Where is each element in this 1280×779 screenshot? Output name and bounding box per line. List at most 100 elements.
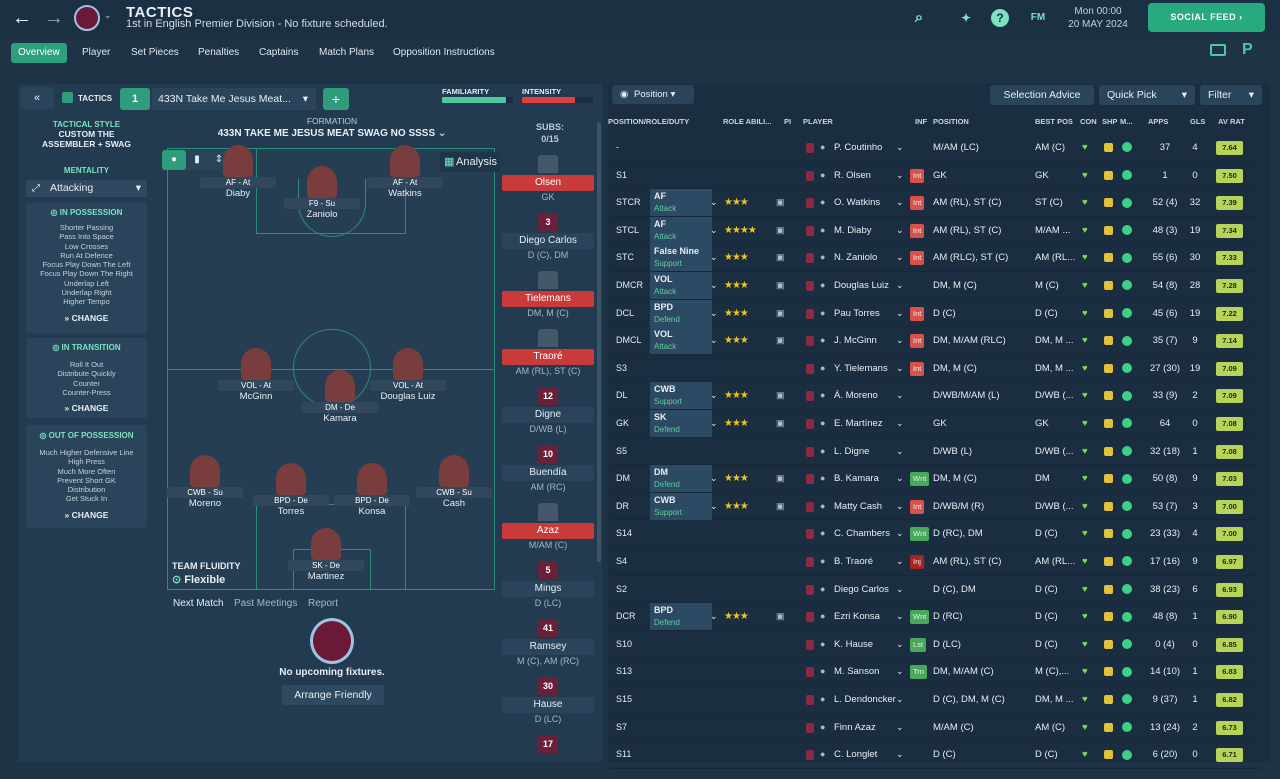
- pitch-player[interactable]: DM - De Kamara: [302, 370, 378, 424]
- player-name[interactable]: B. Kamara: [834, 473, 879, 485]
- sub-name[interactable]: Buendía: [502, 465, 594, 481]
- player-name[interactable]: J. McGinn: [834, 335, 877, 347]
- position-slot[interactable]: STC: [616, 252, 634, 263]
- position-slot[interactable]: S4: [616, 556, 628, 566]
- player-name[interactable]: Douglas Luiz: [834, 280, 889, 291]
- pitch-player[interactable]: VOL - At Douglas Luiz: [370, 348, 446, 402]
- change-button[interactable]: » CHANGE: [64, 403, 109, 414]
- tab-player[interactable]: Player: [82, 47, 111, 58]
- player-name[interactable]: Diaby: [225, 188, 251, 199]
- sub-name[interactable]: Traoré: [502, 349, 594, 365]
- position-slot[interactable]: S7: [616, 721, 628, 732]
- chevron-down-icon[interactable]: ⌄: [710, 252, 718, 263]
- player-name[interactable]: Watkins: [388, 188, 422, 199]
- chevron-down-icon[interactable]: ⌄: [896, 445, 904, 456]
- table-row[interactable]: S4 ● B. Traoré ⌄ Inj AM (RL), ST (C) AM (RL...…: [610, 548, 1260, 576]
- position-slot[interactable]: S11: [616, 749, 632, 760]
- player-role[interactable]: VOL - At: [370, 380, 446, 391]
- mentality-select[interactable]: ⤢ Attacking ▾: [26, 180, 147, 197]
- position-slot[interactable]: STCL: [616, 224, 640, 235]
- sub-name[interactable]: Azaz: [502, 523, 594, 539]
- player-name[interactable]: Pau Torres: [834, 307, 880, 319]
- player-name[interactable]: Kamara: [323, 413, 357, 424]
- sub-player[interactable]: Tielemans DM, M (C): [502, 271, 594, 318]
- sub-player[interactable]: 17: [502, 735, 594, 755]
- pitch-player[interactable]: BPD - De Torres: [253, 463, 329, 517]
- chevron-down-icon[interactable]: ⌄: [710, 197, 718, 208]
- chevron-down-icon[interactable]: ⌄: [896, 418, 904, 428]
- chevron-down-icon[interactable]: ⌄: [896, 500, 904, 511]
- position-slot[interactable]: S14: [616, 528, 633, 539]
- sub-player[interactable]: Traoré AM (RL), ST (C): [502, 329, 594, 376]
- tab-match-plans[interactable]: Match Plans: [319, 47, 375, 58]
- position-slot[interactable]: S10: [616, 638, 633, 649]
- role-block[interactable]: [650, 382, 712, 410]
- pitch-player[interactable]: SK - De Martinez: [288, 528, 364, 582]
- chevron-down-icon[interactable]: ⌄: [104, 10, 112, 20]
- sub-name[interactable]: Diego Carlos: [502, 233, 594, 249]
- player-name[interactable]: Zaniolo: [306, 209, 338, 220]
- chevron-down-icon[interactable]: ⌄: [710, 500, 718, 511]
- chevron-down-icon[interactable]: ⌄: [896, 169, 904, 180]
- col-best-pos[interactable]: BEST POS: [1035, 117, 1073, 126]
- table-row[interactable]: S5 ● L. Digne ⌄ D/WB (L) D/WB (... ♥ 32 (18) 1 7.…: [610, 438, 1260, 466]
- sub-name[interactable]: Digne: [502, 407, 594, 423]
- col-position[interactable]: POSITION: [933, 117, 969, 126]
- tab-overview[interactable]: Overview: [11, 43, 67, 63]
- bulb-icon[interactable]: ✦: [960, 11, 972, 25]
- out-of-possession-card[interactable]: ◎ OUT OF POSSESSION Much Higher Defensiv…: [26, 425, 147, 528]
- position-slot[interactable]: S1: [616, 169, 628, 180]
- role-block[interactable]: [650, 244, 712, 272]
- position-slot[interactable]: DCR: [616, 611, 636, 622]
- player-name[interactable]: N. Zaniolo: [834, 252, 878, 264]
- player-name[interactable]: Torres: [277, 506, 305, 517]
- position-slot[interactable]: DCL: [616, 307, 635, 318]
- tactic-slot-number[interactable]: 1: [120, 88, 150, 110]
- player-name[interactable]: B. Traoré: [834, 556, 874, 567]
- player-name[interactable]: M. Sanson: [834, 666, 880, 678]
- chevron-down-icon[interactable]: ⌄: [896, 666, 904, 677]
- player-name[interactable]: Y. Tielemans: [834, 362, 888, 374]
- player-instructions-icon[interactable]: ▣: [776, 611, 785, 622]
- chevron-down-icon[interactable]: ⌄: [896, 611, 904, 622]
- player-name[interactable]: E. Martínez: [834, 418, 883, 429]
- chevron-down-icon[interactable]: ⌄: [896, 224, 904, 235]
- player-instructions-icon[interactable]: ▣: [776, 280, 785, 290]
- col-apps[interactable]: APPS: [1148, 117, 1169, 126]
- forward-arrow-icon[interactable]: →: [44, 7, 64, 29]
- chevron-down-icon[interactable]: ⌄: [896, 583, 904, 594]
- col-shp[interactable]: SHP: [1102, 117, 1118, 126]
- table-row[interactable]: CWB Support ⌄ ★★★ ▣ DR ● Matty Cash ⌄ Int D/WB/M (…: [610, 492, 1260, 521]
- social-feed-button[interactable]: SOCIAL FEED ›: [1148, 3, 1265, 32]
- filter-button[interactable]: Filter ▾: [1200, 85, 1262, 105]
- table-row[interactable]: BPD Defend ⌄ ★★★ ▣ DCL ● Pau Torres ⌄ Int D (C) D (…: [610, 299, 1260, 328]
- chevron-down-icon[interactable]: ⌄: [710, 611, 718, 622]
- player-name[interactable]: Konsa: [358, 506, 386, 517]
- player-role[interactable]: VOL - At: [218, 380, 294, 391]
- player-name[interactable]: Finn Azaz: [834, 721, 876, 733]
- player-name[interactable]: Cash: [442, 498, 466, 509]
- player-role[interactable]: SK - De: [288, 560, 364, 571]
- chevron-down-icon[interactable]: ⌄: [896, 721, 904, 732]
- chevron-down-icon[interactable]: ⌄: [896, 528, 904, 539]
- position-slot[interactable]: DR: [616, 500, 629, 511]
- position-slot[interactable]: DL: [616, 390, 628, 401]
- position-slot[interactable]: S2: [616, 583, 628, 594]
- table-row[interactable]: S1 ● R. Olsen ⌄ Int GK GK ♥ 1 0 7.50: [610, 162, 1260, 190]
- player-name[interactable]: McGinn: [239, 391, 273, 402]
- player-name[interactable]: P. Coutinho: [834, 142, 883, 153]
- chevron-down-icon[interactable]: ⌄: [710, 224, 718, 235]
- player-name[interactable]: Matty Cash: [834, 500, 883, 512]
- position-slot[interactable]: GK: [616, 418, 630, 428]
- inf-badge[interactable]: Int: [910, 361, 925, 376]
- chevron-down-icon[interactable]: ⌄: [896, 362, 904, 373]
- chevron-down-icon[interactable]: ⌄: [896, 749, 904, 760]
- table-row[interactable]: S3 ● Y. Tielemans ⌄ Int DM, M (C) DM, M ... ♥ 27…: [610, 355, 1260, 383]
- player-name[interactable]: C. Chambers: [834, 528, 890, 540]
- player-role[interactable]: F9 - Su: [284, 198, 360, 209]
- player-name[interactable]: Diego Carlos: [834, 583, 889, 595]
- table-row[interactable]: VOL Attack ⌄ ★★★ ▣ DMCL ● J. McGinn ⌄ Int DM, M/AM…: [610, 327, 1260, 355]
- player-instructions-icon[interactable]: ▣: [776, 473, 785, 484]
- sub-player[interactable]: 41 Ramsey M (C), AM (RC): [502, 619, 594, 666]
- add-tactic-button[interactable]: +: [323, 88, 349, 110]
